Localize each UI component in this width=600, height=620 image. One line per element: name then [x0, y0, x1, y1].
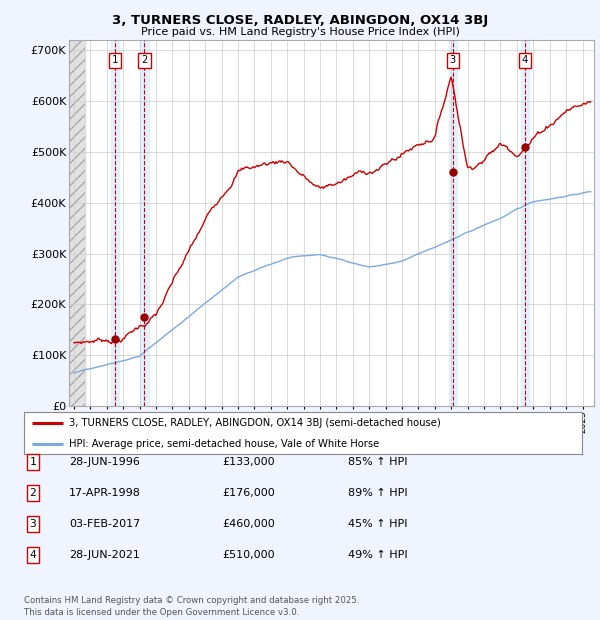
Text: 17-APR-1998: 17-APR-1998 [69, 488, 141, 498]
Bar [69, 40, 85, 406]
Bar [521, 40, 529, 406]
Text: £510,000: £510,000 [222, 550, 275, 560]
Text: 3, TURNERS CLOSE, RADLEY, ABINGDON, OX14 3BJ: 3, TURNERS CLOSE, RADLEY, ABINGDON, OX14… [112, 14, 488, 27]
Text: 4: 4 [522, 55, 528, 66]
Text: £176,000: £176,000 [222, 488, 275, 498]
Text: 4: 4 [29, 550, 37, 560]
Text: 2: 2 [142, 55, 148, 66]
Text: 3, TURNERS CLOSE, RADLEY, ABINGDON, OX14 3BJ (semi-detached house): 3, TURNERS CLOSE, RADLEY, ABINGDON, OX14… [68, 418, 440, 428]
Text: £133,000: £133,000 [222, 457, 275, 467]
Bar [69, 40, 85, 406]
Text: 3: 3 [449, 55, 456, 66]
Text: HPI: Average price, semi-detached house, Vale of White Horse: HPI: Average price, semi-detached house,… [68, 439, 379, 449]
Text: 03-FEB-2017: 03-FEB-2017 [69, 519, 140, 529]
Text: 2: 2 [29, 488, 37, 498]
Text: 89% ↑ HPI: 89% ↑ HPI [348, 488, 407, 498]
Text: Price paid vs. HM Land Registry's House Price Index (HPI): Price paid vs. HM Land Registry's House … [140, 27, 460, 37]
Text: 1: 1 [112, 55, 118, 66]
Text: 45% ↑ HPI: 45% ↑ HPI [348, 519, 407, 529]
Text: 49% ↑ HPI: 49% ↑ HPI [348, 550, 407, 560]
Text: £460,000: £460,000 [222, 519, 275, 529]
Bar [449, 40, 457, 406]
Text: 85% ↑ HPI: 85% ↑ HPI [348, 457, 407, 467]
Text: 28-JUN-1996: 28-JUN-1996 [69, 457, 140, 467]
Text: 28-JUN-2021: 28-JUN-2021 [69, 550, 140, 560]
Text: 1: 1 [29, 457, 37, 467]
Text: Contains HM Land Registry data © Crown copyright and database right 2025.
This d: Contains HM Land Registry data © Crown c… [24, 596, 359, 617]
Bar [110, 40, 119, 406]
Bar [140, 40, 149, 406]
Text: 3: 3 [29, 519, 37, 529]
